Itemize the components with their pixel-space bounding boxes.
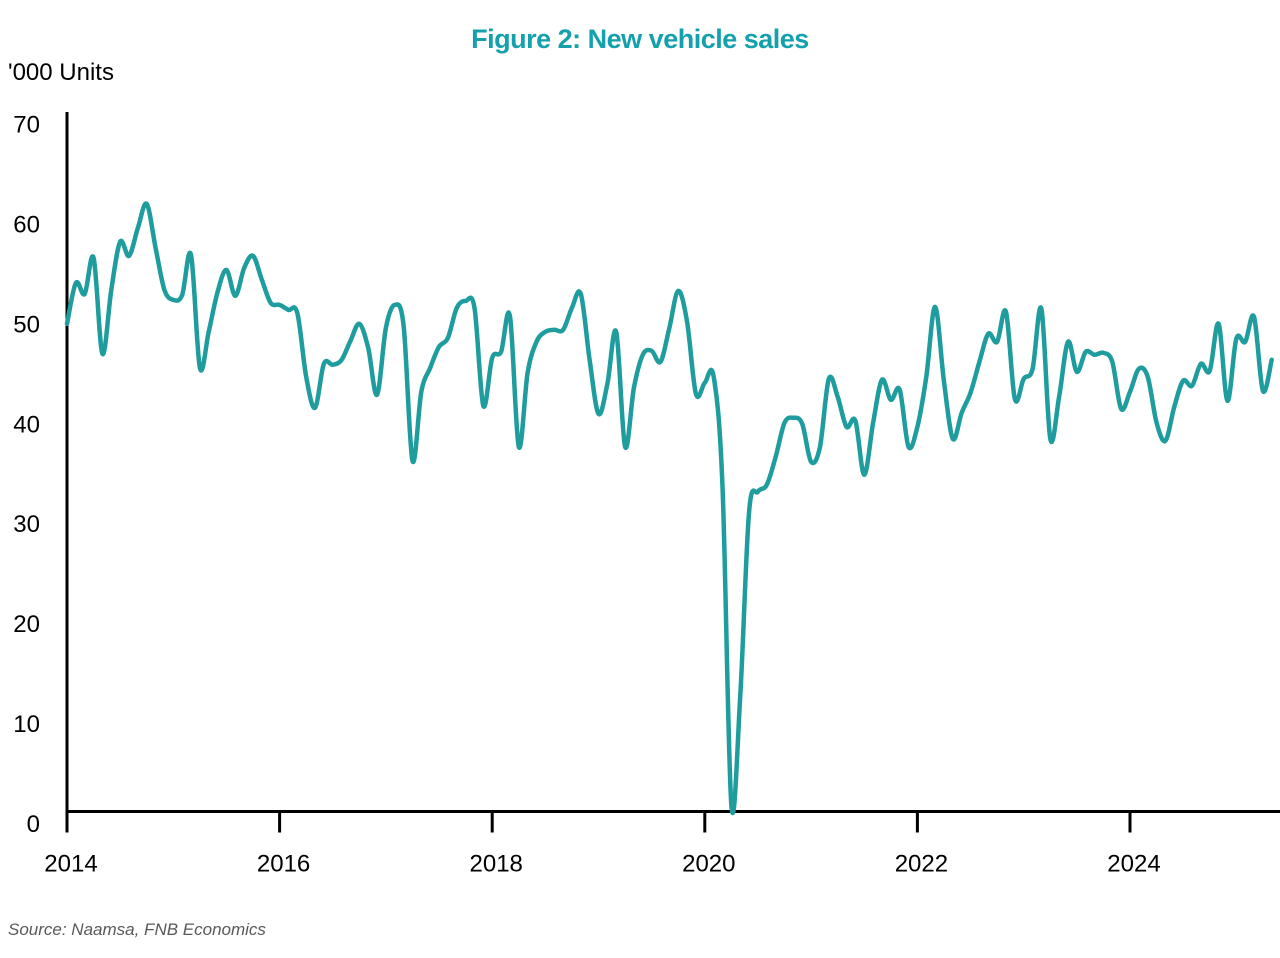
- y-axis-tick-label: 10: [13, 711, 40, 738]
- x-axis-tick-label: 2018: [470, 851, 523, 878]
- x-axis-tick-label: 2016: [257, 851, 310, 878]
- x-axis-tick-label: 2022: [895, 851, 948, 878]
- y-axis-unit-label: '000 Units: [8, 59, 114, 86]
- y-axis-tick-label: 0: [27, 811, 40, 838]
- figure-title: Figure 2: New vehicle sales: [471, 24, 809, 54]
- y-axis-tick-label: 40: [13, 411, 40, 438]
- x-axis-tick-label: 2024: [1107, 851, 1160, 878]
- y-axis-tick-label: 20: [13, 611, 40, 638]
- x-axis-tick-label: 2014: [44, 851, 97, 878]
- y-axis-tick-label: 50: [13, 311, 40, 338]
- y-axis-tick-label: 60: [13, 211, 40, 238]
- source-note: Source: Naamsa, FNB Economics: [8, 920, 266, 939]
- x-axis-tick-label: 2020: [682, 851, 735, 878]
- new-vehicle-sales-line: [64, 201, 1274, 816]
- y-axis-tick-label: 30: [13, 511, 40, 538]
- y-axis-tick-label: 70: [13, 112, 40, 139]
